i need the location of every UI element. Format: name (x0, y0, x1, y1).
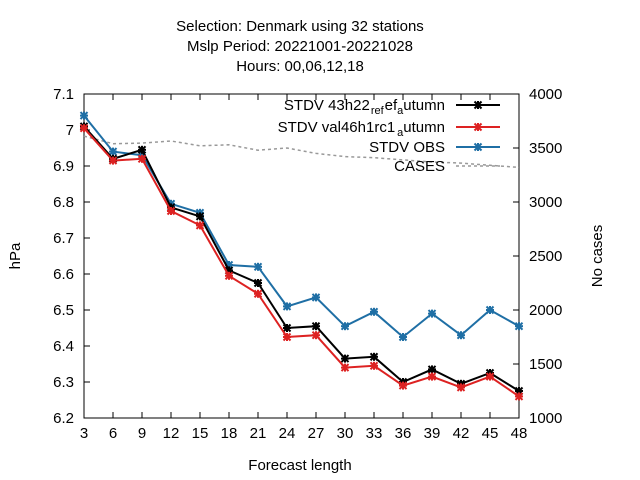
x-tick-label: 18 (221, 425, 238, 442)
y2-axis-label: No cases (589, 225, 606, 288)
legend-entry-1-sub2: utumn (403, 97, 445, 114)
series-2-point (137, 154, 147, 164)
y-tick-label: 6.2 (53, 410, 74, 427)
series-3-point (369, 307, 379, 317)
series-2-point (514, 392, 524, 401)
series-1-point (369, 352, 379, 362)
legend-marker-1 (473, 100, 483, 110)
series-2-point (427, 372, 437, 381)
y-axis-label: hPa (7, 242, 24, 269)
legend-entry-2-main: STDV val46h1rc1 (278, 119, 396, 136)
x-tick-label: 21 (250, 425, 267, 442)
series-1-point (340, 354, 350, 363)
x-tick-label: 42 (453, 425, 470, 442)
series-2-point (224, 271, 234, 281)
series-2-point (398, 381, 408, 390)
series-1-point (253, 278, 263, 288)
legend-entry-1-sub-a: a (397, 105, 404, 117)
x-tick-label: 48 (511, 425, 528, 442)
legend-marker-3 (473, 142, 483, 152)
x-axis-label: Forecast length (248, 457, 351, 474)
series-1-point (427, 365, 437, 374)
series-2-point (282, 332, 292, 342)
y-tick-label: 7 (66, 122, 74, 139)
x-tick-label: 15 (192, 425, 209, 442)
legend-entry-1-label: STDV 43h22refefautumn (284, 97, 445, 117)
series-2-point (340, 363, 350, 372)
series-2-point (311, 330, 321, 340)
series-3-point (398, 332, 408, 342)
series-2-point (485, 372, 495, 381)
series-1-point (282, 323, 292, 333)
x-tick-label: 36 (395, 425, 412, 442)
legend-entry-2-label: STDV val46h1rc1 autumn (278, 119, 445, 139)
y2-tick-label: 1500 (529, 356, 562, 373)
x-tick-label: 27 (308, 425, 325, 442)
y-tick-label: 7.1 (53, 86, 74, 103)
y-tick-label: 6.7 (53, 230, 74, 247)
series-1-point (137, 145, 147, 155)
legend-entry-1-main: STDV 43h22 (284, 97, 370, 114)
x-tick-label: 45 (482, 425, 499, 442)
series-line-4 (83, 135, 520, 169)
series-3-point (456, 330, 466, 340)
y-tick-label: 6.4 (53, 338, 74, 355)
series-2-point (369, 361, 379, 371)
series-line-2 (83, 127, 520, 398)
legend: STDV 43h22refefautumn STDV val46h1rc1 aut… (278, 97, 500, 175)
x-tick-label: 33 (366, 425, 383, 442)
series-line-3 (83, 114, 520, 339)
legend-entry-2-sub-a: a (397, 127, 404, 139)
legend-entry-1-sub-e: ef (385, 97, 398, 114)
series-3-point (79, 111, 89, 120)
y-tick-label: 6.8 (53, 194, 74, 211)
series-3-point (253, 262, 263, 272)
y2-tick-label: 2500 (529, 248, 562, 265)
x-tick-label: 30 (337, 425, 354, 442)
series-2-point (108, 156, 118, 165)
legend-entry-2-sub2: utumn (403, 119, 445, 136)
x-tick-label: 39 (424, 425, 441, 442)
y-tick-label: 6.9 (53, 158, 74, 175)
series-3-point (108, 147, 118, 156)
series-1-point (195, 212, 205, 221)
series-3-point (311, 293, 321, 302)
legend-entry-4-label: CASES (394, 158, 445, 175)
series-2-point (253, 289, 263, 299)
legend-marker-2 (473, 122, 483, 132)
y2-tick-label: 4000 (529, 86, 562, 103)
chart-title-line-3: Hours: 00,06,12,18 (236, 58, 364, 75)
legend-entry-3-label: STDV OBS (369, 139, 445, 156)
x-tick-label: 9 (138, 425, 146, 442)
series-1-point (311, 321, 321, 331)
axis-ticks: 3 6 9 12 15 18 21 24 27 30 33 36 39 42 45 486.26.36.46.… (53, 86, 562, 442)
series-3-point (514, 321, 524, 331)
series-line-1 (83, 125, 520, 392)
x-tick-label: 12 (163, 425, 180, 442)
chart-title-line-2: Mslp Period: 20221001-20221028 (187, 38, 413, 55)
x-tick-label: 24 (279, 425, 296, 442)
legend-swatches (456, 100, 500, 167)
y2-tick-label: 1000 (529, 410, 562, 427)
x-tick-label: 3 (80, 425, 88, 442)
series-3-point (485, 305, 495, 315)
legend-entry-1-sub1: ref (371, 105, 385, 117)
series-2-point (79, 123, 89, 133)
y2-tick-label: 2000 (529, 302, 562, 319)
series-2-point (195, 221, 205, 230)
y2-tick-label: 3500 (529, 140, 562, 157)
series-3-point (427, 309, 437, 318)
y-tick-label: 6.6 (53, 266, 74, 283)
y-tick-label: 6.5 (53, 302, 74, 319)
series-3-point (282, 302, 292, 311)
series-layer (79, 111, 524, 401)
series-2-point (456, 383, 466, 392)
chart-title-line-1: Selection: Denmark using 32 stations (176, 18, 424, 35)
series-2-point (166, 206, 176, 216)
y-tick-label: 6.3 (53, 374, 74, 391)
series-3-point (340, 321, 350, 331)
x-tick-label: 6 (109, 425, 117, 442)
y2-tick-label: 3000 (529, 194, 562, 211)
